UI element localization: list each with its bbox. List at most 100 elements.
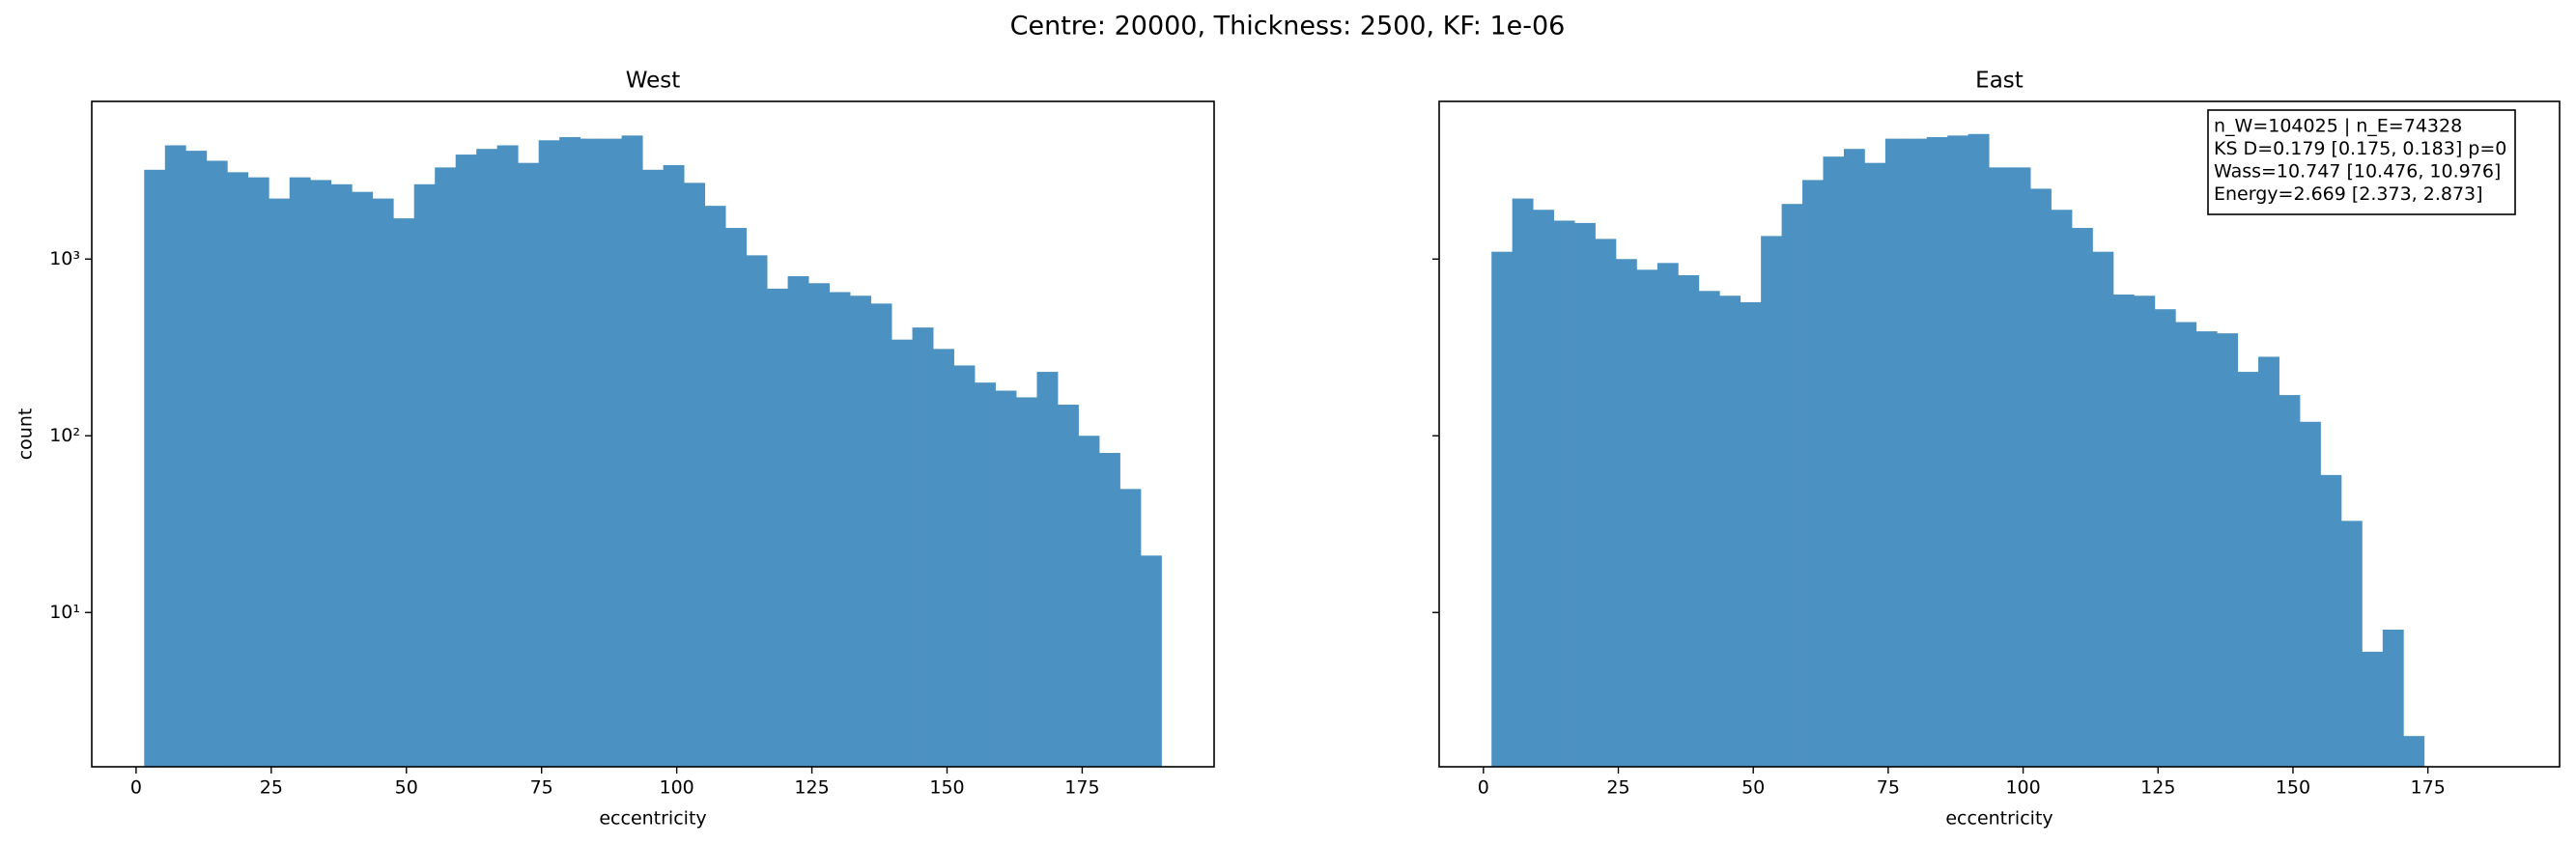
bar (663, 164, 685, 767)
bar (704, 206, 726, 767)
bar (1967, 133, 1990, 767)
x-tick-label: 0 (1478, 777, 1489, 799)
bar (247, 177, 269, 768)
annotation-line: KS D=0.179 [0.175, 0.183] p=0 (2214, 138, 2506, 159)
bar (2154, 309, 2176, 767)
bar (227, 172, 249, 768)
x-tick-label: 100 (659, 777, 694, 799)
bar (1719, 296, 1741, 767)
bar (1843, 149, 1865, 767)
x-axis-label: eccentricity (599, 808, 706, 830)
bar (1615, 259, 1637, 767)
bar (352, 191, 374, 767)
bar (2175, 322, 2197, 767)
bar (995, 390, 1017, 767)
bar (1678, 275, 1700, 767)
annotation-line: Energy=2.669 [2.373, 2.873] (2214, 183, 2483, 205)
bar (2051, 210, 2073, 767)
bar (1553, 220, 1575, 768)
bar (1823, 156, 1845, 767)
bar (1533, 210, 1554, 767)
y-axis-label: count (15, 408, 37, 461)
bar (1740, 301, 1762, 767)
bar (1989, 167, 2011, 767)
bar (870, 303, 892, 767)
bar (206, 160, 228, 767)
bar (185, 151, 208, 767)
bar (1781, 204, 1803, 767)
bar (787, 275, 809, 767)
bar (1036, 372, 1059, 767)
bar (975, 382, 996, 767)
bar (2320, 474, 2342, 767)
bar (767, 288, 788, 767)
bar (829, 292, 851, 767)
x-tick-label: 75 (530, 777, 553, 799)
axes-frame (1438, 100, 2561, 768)
bar (269, 198, 291, 768)
bar (1078, 436, 1100, 767)
bar (1761, 236, 1782, 767)
bar (2030, 188, 2052, 767)
axes-title: West (626, 69, 681, 94)
bar (933, 349, 954, 767)
bar (2340, 521, 2363, 767)
x-tick-label: 25 (1606, 777, 1629, 799)
x-axis-label: eccentricity (1945, 808, 2052, 830)
bar (496, 145, 519, 767)
y-tick-label: 10¹ (49, 602, 80, 623)
bar (1906, 138, 1928, 767)
bar (2217, 333, 2239, 767)
x-tick-label: 25 (260, 777, 283, 799)
bar (621, 135, 643, 767)
figure-title: Centre: 20000, Thickness: 2500, KF: 1e-0… (1010, 12, 1566, 42)
x-tick-label: 175 (2411, 777, 2446, 799)
bar (1099, 452, 1120, 767)
bar (1656, 263, 1679, 768)
bar (518, 162, 540, 767)
bar (601, 138, 623, 767)
x-tick-label: 100 (2005, 777, 2040, 799)
x-tick-label: 150 (2276, 777, 2310, 799)
bar (455, 155, 477, 767)
bar (953, 365, 976, 767)
axes-frame (91, 100, 1215, 768)
x-tick-label: 125 (2140, 777, 2175, 799)
y-tick-label: 10² (49, 425, 80, 446)
bar (559, 136, 581, 767)
bar (289, 177, 311, 768)
x-tick-label: 50 (1741, 777, 1765, 799)
bar (912, 327, 934, 767)
bar (2362, 651, 2384, 767)
bar (2134, 296, 2156, 767)
bar (1140, 555, 1162, 767)
x-tick-label: 75 (1877, 777, 1900, 799)
x-tick-label: 50 (395, 777, 418, 799)
bar (1119, 489, 1142, 767)
annotation-line: n_W=104025 | n_E=74328 (2214, 116, 2462, 137)
bar (746, 255, 768, 767)
bar (2279, 395, 2301, 767)
bar (850, 296, 871, 767)
bar (2403, 736, 2425, 767)
bar (1636, 269, 1658, 768)
bar (1595, 239, 1617, 768)
bar (538, 140, 560, 767)
bar (2195, 331, 2218, 767)
bar (2071, 228, 2093, 768)
annotation-line: Wass=10.747 [10.476, 10.976] (2214, 161, 2501, 183)
bar (892, 339, 913, 767)
bar (725, 228, 748, 768)
bar (1926, 136, 1948, 767)
bar (1491, 251, 1514, 767)
bar (164, 145, 186, 767)
bar (413, 183, 436, 767)
axes-title: East (1975, 69, 2024, 94)
bar (2237, 372, 2259, 767)
x-tick-label: 125 (794, 777, 829, 799)
bar (1884, 138, 1907, 767)
bar (2112, 294, 2135, 767)
bar (435, 167, 457, 767)
